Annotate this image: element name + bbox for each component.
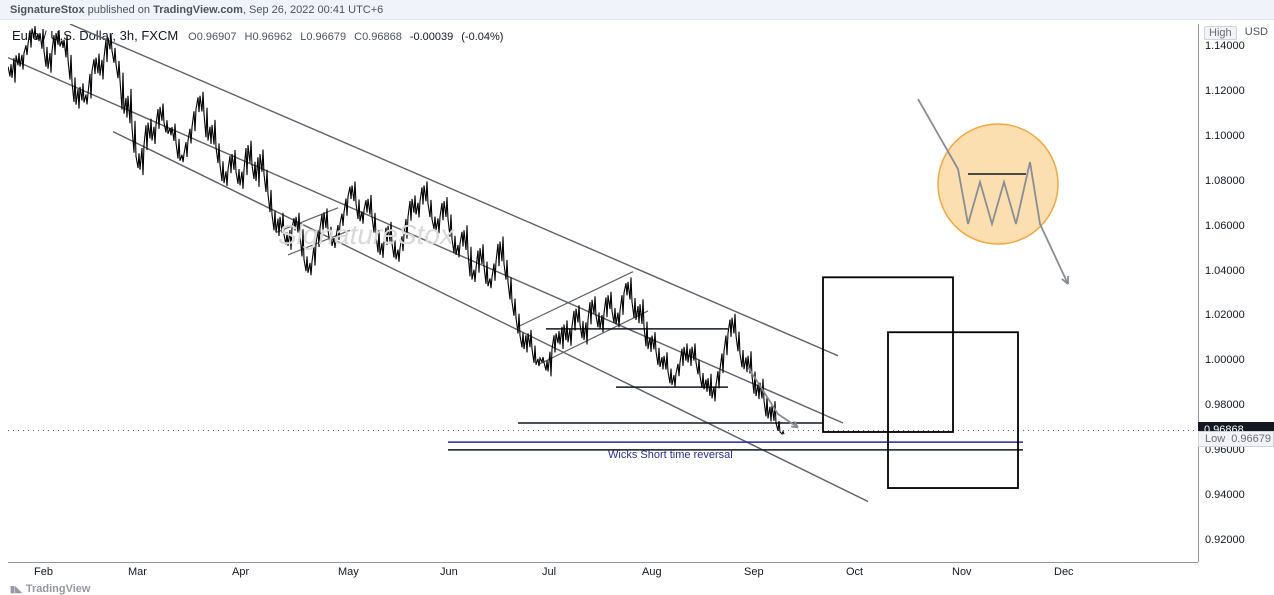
x-tick: Aug xyxy=(642,566,662,578)
y-tick: 1.12000 xyxy=(1205,85,1245,97)
y-tick: 1.06000 xyxy=(1205,220,1245,232)
y-tick: 1.10000 xyxy=(1205,130,1245,142)
site: TradingView.com xyxy=(153,4,243,16)
x-tick: Jun xyxy=(440,566,458,578)
tv-text: TradingView xyxy=(26,583,91,595)
low-text: Low xyxy=(1205,433,1225,445)
y-tick: 0.92000 xyxy=(1205,534,1245,546)
y-tick: 1.00000 xyxy=(1205,354,1245,366)
x-tick: May xyxy=(338,566,359,578)
x-tick: Jul xyxy=(542,566,556,578)
price-flag-low: Low0.96679 xyxy=(1198,431,1274,447)
y-tick: 1.08000 xyxy=(1205,175,1245,187)
chart-svg xyxy=(8,24,1198,562)
x-tick: Sep xyxy=(744,566,764,578)
chart-area[interactable]: SignatureStox Wicks Short time reversal xyxy=(8,24,1198,562)
x-tick: Mar xyxy=(128,566,147,578)
x-tick: Dec xyxy=(1054,566,1074,578)
tradingview-footer[interactable]: ▮◣ TradingView xyxy=(10,583,90,595)
x-tick: Feb xyxy=(34,566,53,578)
y-tick: 1.14000 xyxy=(1205,40,1245,52)
author: SignatureStox xyxy=(10,4,85,16)
x-tick: Oct xyxy=(846,566,863,578)
x-tick: Apr xyxy=(232,566,249,578)
y-tick: 1.04000 xyxy=(1205,265,1245,277)
y-tick: 1.02000 xyxy=(1205,309,1245,321)
header-date: , Sep 26, 2022 00:41 UTC+6 xyxy=(243,4,383,16)
wicks-annotation: Wicks Short time reversal xyxy=(608,449,733,461)
y-tick: 0.98000 xyxy=(1205,399,1245,411)
tv-logo-icon: ▮◣ xyxy=(10,584,22,595)
x-tick: Nov xyxy=(952,566,972,578)
y-tick: 0.94000 xyxy=(1205,489,1245,501)
y-axis[interactable]: 1.14000 1.12000 1.10000 1.08000 1.06000 1.040… xyxy=(1198,24,1274,562)
x-axis[interactable]: Feb Mar Apr May Jun Jul Aug Sep Oct Nov Dec xyxy=(8,562,1198,582)
header-mid: published on xyxy=(85,4,154,16)
publish-header: SignatureStox published on TradingView.c… xyxy=(0,0,1274,20)
